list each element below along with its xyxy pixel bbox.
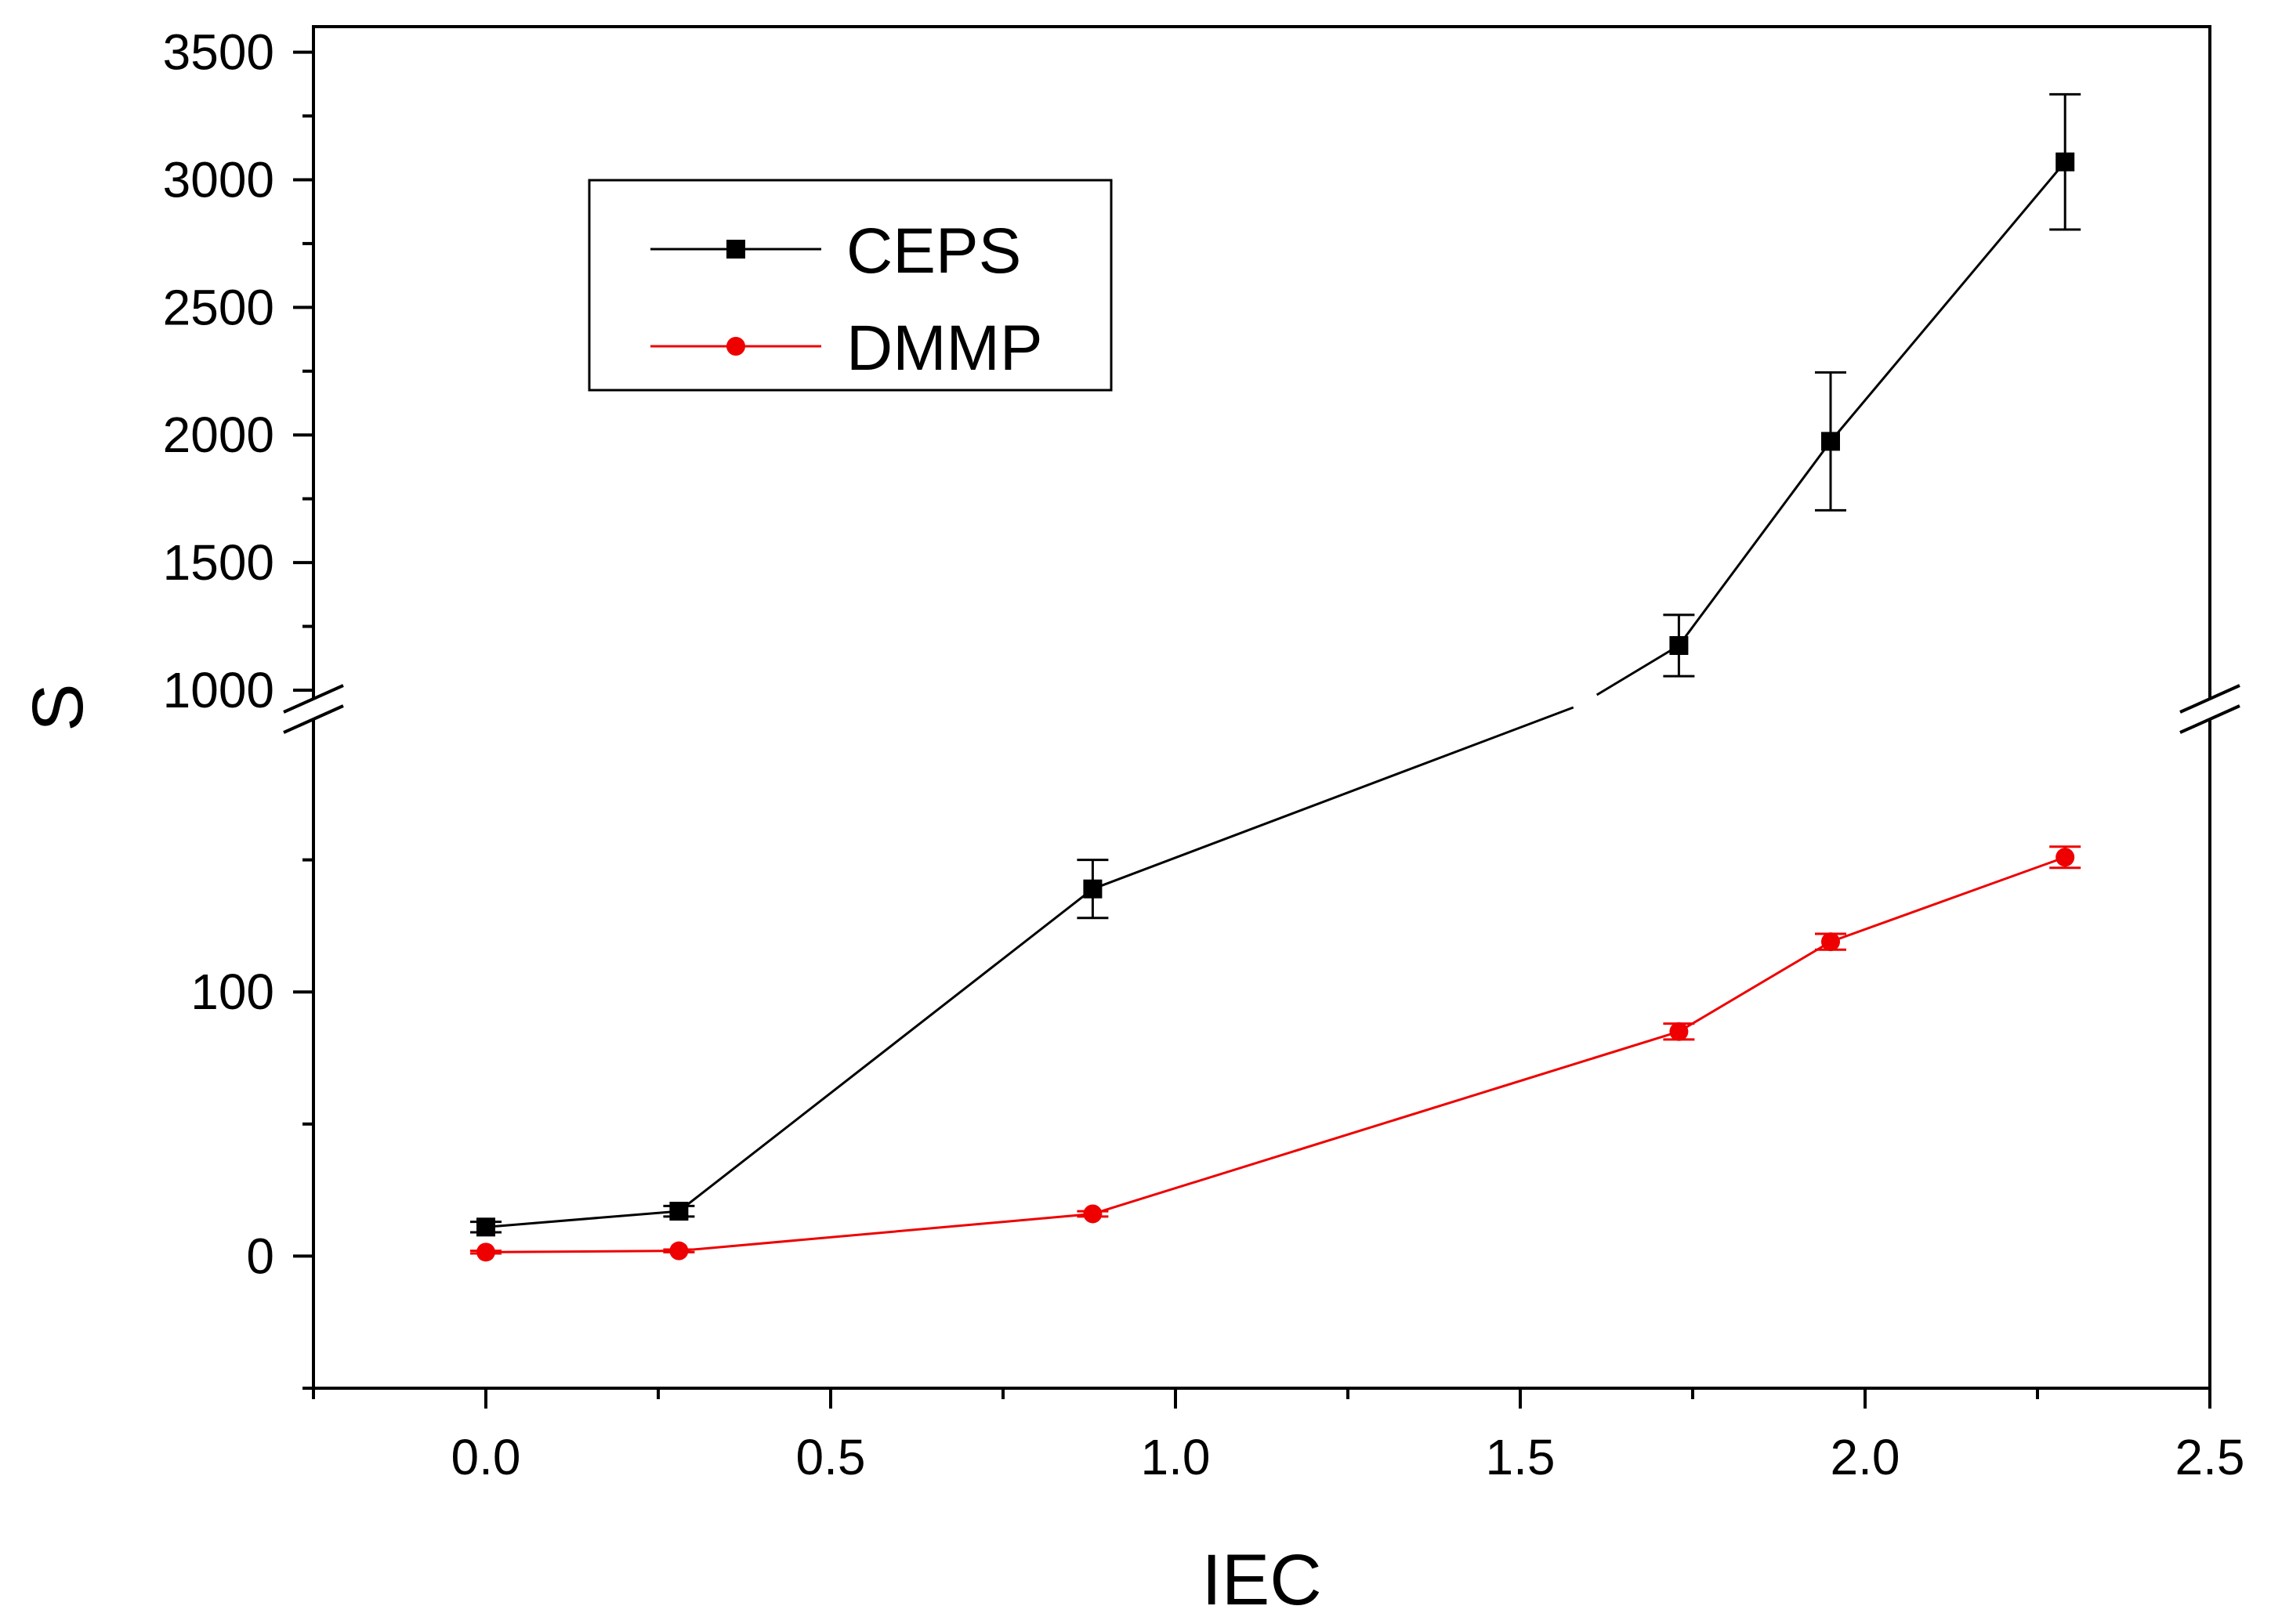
x-tick-label: 2.0 <box>1831 1429 1900 1485</box>
x-tick-label: 1.0 <box>1141 1429 1211 1485</box>
y-tick-label: 0 <box>246 1228 274 1284</box>
data-point-dmmp <box>669 1241 689 1260</box>
data-point-ceps <box>1821 432 1840 451</box>
x-tick-label: 0.0 <box>451 1429 521 1485</box>
series-line-dmmp <box>1092 1030 1679 1215</box>
data-point-dmmp <box>1083 1204 1103 1224</box>
series-line-dmmp <box>679 1212 1093 1253</box>
data-point-ceps <box>669 1202 689 1221</box>
x-axis-title: IEC <box>1201 1540 1321 1620</box>
axis-break-mark <box>2179 704 2240 734</box>
legend: CEPS DMMP <box>588 179 1113 392</box>
series-line-ceps <box>1829 161 2066 443</box>
y-tick-label: 2500 <box>163 279 274 335</box>
series-line-dmmp <box>485 1250 679 1253</box>
y-tick-label: 1500 <box>163 534 274 591</box>
series-line-ceps <box>1092 706 1574 891</box>
legend-box <box>588 179 1113 392</box>
data-point-dmmp <box>1669 1022 1689 1041</box>
legend-marker-ceps <box>726 240 745 259</box>
series-line-dmmp <box>1830 855 2066 943</box>
data-point-ceps <box>2055 152 2075 172</box>
x-tick-label: 1.5 <box>1486 1429 1556 1485</box>
data-point-ceps <box>1669 635 1689 655</box>
legend-label-dmmp: DMMP <box>846 313 1043 384</box>
data-point-ceps <box>476 1217 495 1237</box>
axis-break-mark <box>283 704 344 734</box>
data-point-dmmp <box>1821 932 1840 952</box>
axis-break-gap <box>2202 698 2218 720</box>
y-tick-label: 3000 <box>163 151 274 208</box>
data-point-dmmp <box>476 1242 495 1262</box>
y-axis-title: S <box>18 683 98 731</box>
x-tick-label: 2.5 <box>2175 1429 2245 1485</box>
series-line-ceps <box>1595 644 1680 696</box>
axis-break-gap <box>306 698 321 720</box>
legend-label-ceps: CEPS <box>846 215 1021 287</box>
series-line-dmmp <box>1678 940 1831 1033</box>
series-line-ceps <box>485 1210 679 1228</box>
series-line-ceps <box>1678 440 1832 646</box>
legend-marker-dmmp <box>726 337 745 356</box>
data-point-ceps <box>1083 879 1103 899</box>
y-tick-label: 1000 <box>163 662 274 718</box>
axis-break-mark <box>2179 684 2240 714</box>
y-tick-label: 100 <box>190 964 274 1020</box>
y-tick-label: 2000 <box>163 407 274 463</box>
x-tick-label: 0.5 <box>796 1429 866 1485</box>
data-point-dmmp <box>2055 848 2075 867</box>
series-line-ceps <box>678 888 1094 1213</box>
axis-break-mark <box>283 684 344 714</box>
y-tick-label: 3500 <box>163 24 274 81</box>
